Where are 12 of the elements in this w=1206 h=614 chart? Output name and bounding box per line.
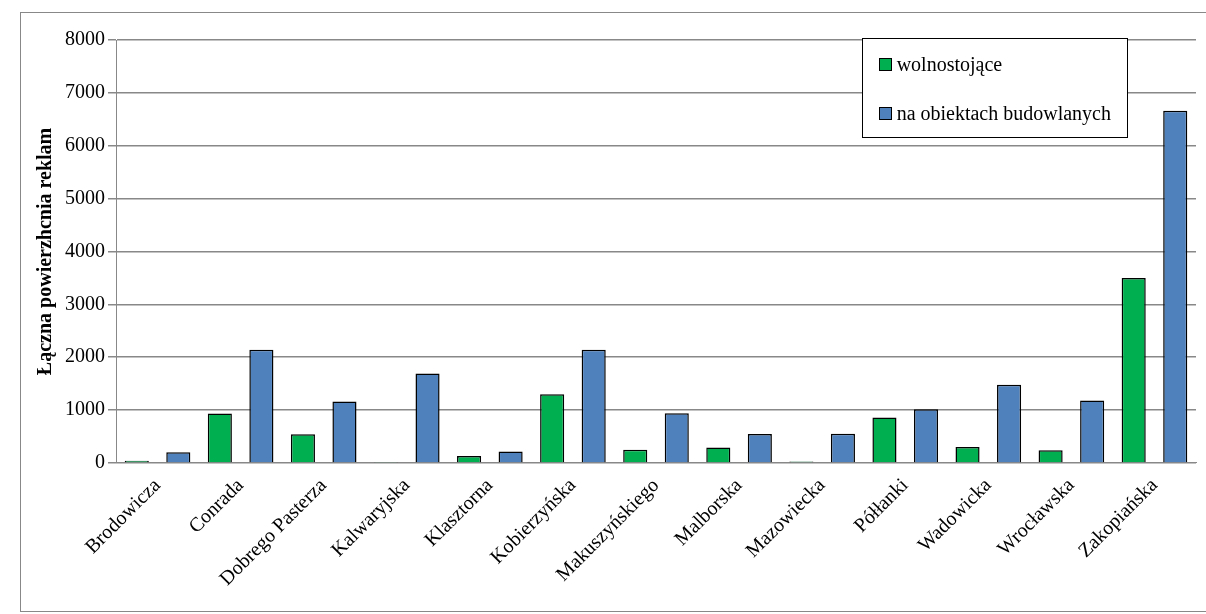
y-tick-label: 4000 [65,238,105,261]
y-tick-label: 6000 [65,132,105,155]
legend-label: wolnostojące [896,53,1003,76]
y-tick-label: 8000 [65,27,105,50]
y-axis-title: Łączna powierzhcnia reklam [33,127,57,376]
y-tick-label: 2000 [65,344,105,367]
y-tick-label: 0 [95,450,105,473]
y-tick-label: 5000 [65,185,105,208]
y-tick-label: 3000 [65,291,105,314]
y-tick-label: 7000 [65,80,105,103]
y-tick-label: 1000 [65,397,105,420]
legend-label: na obiektach budowlanych [896,102,1111,125]
